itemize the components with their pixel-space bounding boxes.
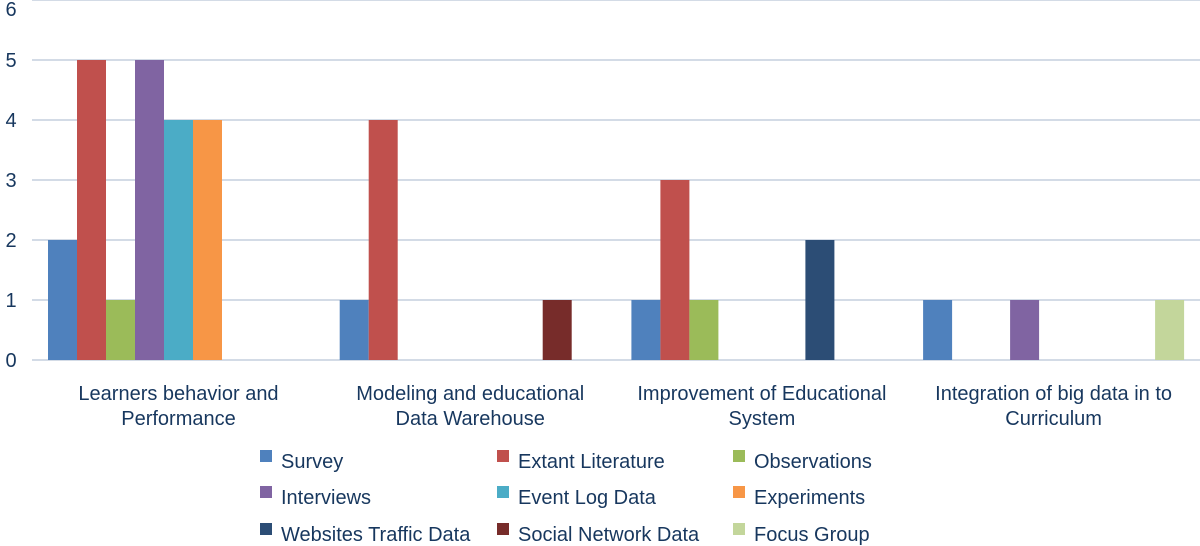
bar-experiments-1 bbox=[193, 120, 222, 360]
bar-survey-3 bbox=[631, 300, 661, 360]
x-category-label: Modeling and educational bbox=[356, 383, 584, 405]
legend-item-websites-traffic-data: Websites Traffic Data bbox=[260, 523, 471, 546]
bar-survey-2 bbox=[339, 300, 369, 360]
bar-extant-literature-3 bbox=[660, 180, 690, 360]
legend-item-survey: Survey bbox=[260, 450, 343, 473]
bar-focus-group-4 bbox=[1155, 300, 1185, 360]
legend-label: Experiments bbox=[754, 487, 865, 509]
legend-item-focus-group: Focus Group bbox=[733, 523, 870, 546]
bar-websites-traffic-data-3 bbox=[805, 240, 835, 360]
legend-label: Websites Traffic Data bbox=[281, 524, 471, 546]
legend-label: Observations bbox=[754, 451, 872, 473]
x-category-label: System bbox=[729, 408, 796, 430]
y-tick-label: 1 bbox=[5, 290, 16, 312]
x-category-label: Learners behavior and bbox=[78, 383, 278, 405]
legend-swatch bbox=[733, 486, 745, 498]
legend-swatch bbox=[497, 486, 509, 498]
x-category-label: Integration of big data in to bbox=[935, 383, 1172, 405]
legend-swatch bbox=[733, 450, 745, 462]
bar-observations-3 bbox=[689, 300, 719, 360]
bar-observations-1 bbox=[106, 300, 135, 360]
legend-swatch bbox=[497, 450, 509, 462]
legend-item-interviews: Interviews bbox=[260, 486, 371, 509]
bars bbox=[48, 60, 1185, 360]
legend: Survey Extant Literature Observations Inter… bbox=[260, 450, 872, 546]
legend-swatch bbox=[260, 523, 272, 535]
legend-swatch bbox=[260, 486, 272, 498]
y-tick-label: 0 bbox=[5, 350, 16, 372]
legend-label: Survey bbox=[281, 451, 343, 473]
legend-label: Social Network Data bbox=[518, 524, 700, 546]
bar-extant-literature-2 bbox=[368, 120, 398, 360]
legend-label: Interviews bbox=[281, 487, 371, 509]
x-category-label: Performance bbox=[121, 408, 236, 430]
y-tick-label: 2 bbox=[5, 230, 16, 252]
legend-item-event-log-data: Event Log Data bbox=[497, 486, 657, 509]
legend-swatch bbox=[497, 523, 509, 535]
bar-event-log-data-1 bbox=[164, 120, 193, 360]
bar-social-network-data-2 bbox=[542, 300, 572, 360]
x-category-label: Improvement of Educational bbox=[637, 383, 886, 405]
legend-item-extant-literature: Extant Literature bbox=[497, 450, 665, 473]
legend-swatch bbox=[260, 450, 272, 462]
legend-item-experiments: Experiments bbox=[733, 486, 865, 509]
bar-survey-1 bbox=[48, 240, 77, 360]
x-category-label: Curriculum bbox=[1005, 408, 1102, 430]
y-tick-label: 3 bbox=[5, 170, 16, 192]
legend-label: Extant Literature bbox=[518, 451, 665, 473]
legend-item-observations: Observations bbox=[733, 450, 872, 473]
bar-interviews-1 bbox=[135, 60, 164, 360]
legend-label: Event Log Data bbox=[518, 487, 657, 509]
x-axis-category-labels: Learners behavior and Performance Modeling… bbox=[78, 383, 1172, 430]
bar-interviews-4 bbox=[1010, 300, 1040, 360]
y-tick-label: 5 bbox=[5, 50, 16, 72]
legend-swatch bbox=[733, 523, 745, 535]
x-category-label: Data Warehouse bbox=[396, 408, 545, 430]
gridlines bbox=[32, 0, 1200, 361]
legend-item-social-network-data: Social Network Data bbox=[497, 523, 700, 546]
y-tick-label: 6 bbox=[5, 0, 16, 21]
bar-extant-literature-1 bbox=[77, 60, 106, 360]
y-tick-label: 4 bbox=[5, 110, 16, 132]
bar-survey-4 bbox=[923, 300, 953, 360]
legend-label: Focus Group bbox=[754, 524, 870, 546]
y-axis-tick-labels: 0 1 2 3 4 5 6 bbox=[5, 0, 16, 372]
